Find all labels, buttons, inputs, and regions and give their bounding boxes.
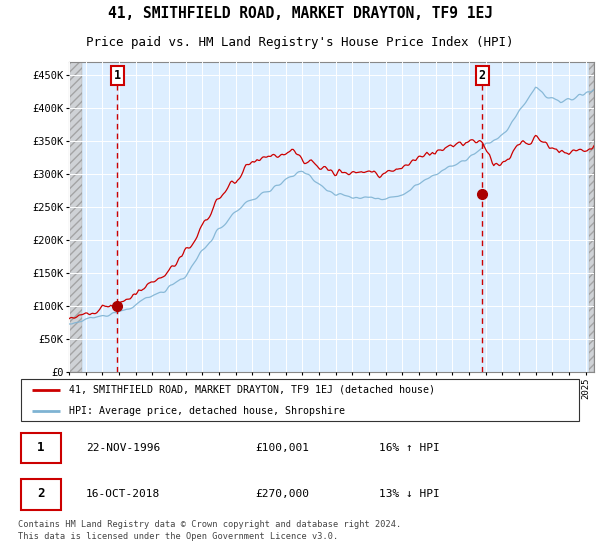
Text: 1: 1 xyxy=(114,69,121,82)
Bar xyxy=(589,62,594,372)
Text: 41, SMITHFIELD ROAD, MARKET DRAYTON, TF9 1EJ: 41, SMITHFIELD ROAD, MARKET DRAYTON, TF9… xyxy=(107,6,493,21)
Bar xyxy=(69,62,82,372)
FancyBboxPatch shape xyxy=(21,433,61,464)
Text: 16-OCT-2018: 16-OCT-2018 xyxy=(86,489,160,499)
Text: £100,001: £100,001 xyxy=(255,443,309,453)
Text: 16% ↑ HPI: 16% ↑ HPI xyxy=(379,443,440,453)
Text: 22-NOV-1996: 22-NOV-1996 xyxy=(86,443,160,453)
Text: Price paid vs. HM Land Registry's House Price Index (HPI): Price paid vs. HM Land Registry's House … xyxy=(86,36,514,49)
Text: 2: 2 xyxy=(37,487,45,501)
Text: 13% ↓ HPI: 13% ↓ HPI xyxy=(379,489,440,499)
Text: HPI: Average price, detached house, Shropshire: HPI: Average price, detached house, Shro… xyxy=(69,406,345,416)
FancyBboxPatch shape xyxy=(21,479,61,510)
Text: £270,000: £270,000 xyxy=(255,489,309,499)
Text: Contains HM Land Registry data © Crown copyright and database right 2024.
This d: Contains HM Land Registry data © Crown c… xyxy=(18,520,401,541)
FancyBboxPatch shape xyxy=(21,379,579,421)
Text: 41, SMITHFIELD ROAD, MARKET DRAYTON, TF9 1EJ (detached house): 41, SMITHFIELD ROAD, MARKET DRAYTON, TF9… xyxy=(69,385,435,395)
Text: 2: 2 xyxy=(479,69,486,82)
Text: 1: 1 xyxy=(37,441,45,454)
